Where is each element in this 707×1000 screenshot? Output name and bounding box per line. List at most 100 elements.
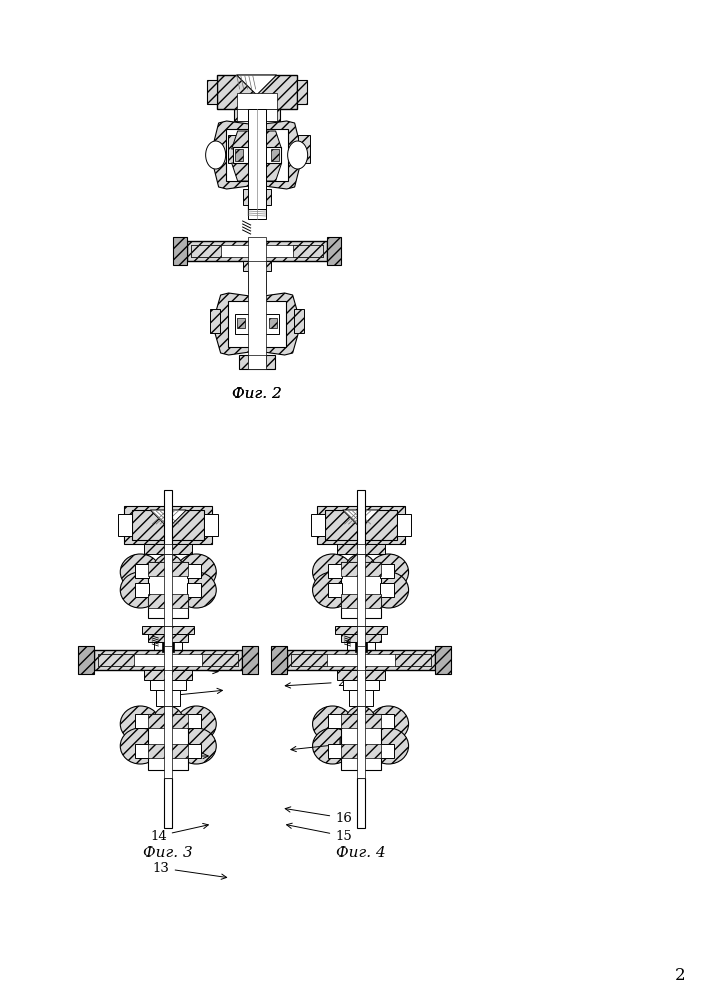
Bar (142, 626, 194, 634)
Bar (293, 309, 303, 333)
Bar (237, 93, 276, 109)
Bar (237, 109, 276, 121)
Bar (356, 490, 365, 548)
Bar (187, 714, 201, 728)
Bar (243, 646, 258, 674)
Ellipse shape (368, 554, 409, 590)
Bar (327, 237, 341, 265)
Text: Фиг. 4: Фиг. 4 (336, 846, 385, 860)
Bar (206, 80, 216, 104)
Bar (239, 355, 274, 369)
Bar (380, 714, 394, 728)
Ellipse shape (152, 554, 185, 590)
Bar (327, 583, 341, 597)
Bar (247, 237, 266, 265)
Bar (226, 129, 288, 181)
Text: 15: 15 (286, 823, 352, 842)
Bar (228, 135, 240, 163)
Bar (380, 583, 394, 597)
Text: 20: 20 (156, 660, 218, 674)
Bar (356, 706, 365, 778)
Bar (310, 514, 325, 536)
Text: Фиг. 3: Фиг. 3 (144, 846, 193, 860)
Bar (395, 654, 431, 666)
Text: 14: 14 (150, 823, 209, 842)
Bar (356, 544, 365, 554)
Bar (341, 562, 380, 618)
Bar (341, 714, 380, 728)
Bar (98, 654, 238, 666)
Ellipse shape (344, 572, 377, 608)
Bar (243, 189, 271, 205)
Bar (297, 80, 307, 104)
Bar (356, 554, 365, 626)
Bar (346, 642, 375, 650)
Ellipse shape (120, 572, 160, 608)
Bar (233, 109, 280, 121)
Ellipse shape (312, 554, 353, 590)
Bar (325, 510, 397, 540)
Bar (151, 680, 186, 690)
Ellipse shape (368, 706, 409, 742)
Bar (247, 261, 266, 363)
Bar (341, 634, 380, 642)
Ellipse shape (288, 141, 308, 169)
Bar (235, 314, 279, 334)
Text: 13: 13 (153, 861, 227, 879)
Bar (135, 583, 149, 597)
Bar (187, 241, 327, 261)
Bar (269, 318, 276, 328)
Bar (148, 714, 188, 770)
Text: 17: 17 (148, 750, 209, 762)
Bar (233, 147, 281, 163)
Bar (164, 544, 173, 554)
Bar (187, 744, 201, 758)
Text: 18: 18 (291, 738, 352, 752)
Bar (191, 245, 322, 257)
Bar (247, 355, 266, 369)
Text: 19: 19 (158, 688, 223, 702)
Ellipse shape (120, 554, 160, 590)
Bar (148, 562, 188, 618)
Bar (216, 75, 297, 109)
Bar (243, 261, 271, 271)
Bar (163, 642, 174, 652)
Bar (291, 654, 327, 666)
Bar (397, 514, 411, 536)
Bar (327, 744, 341, 758)
Ellipse shape (312, 706, 353, 742)
Text: 2: 2 (674, 966, 685, 984)
Bar (187, 583, 201, 597)
Bar (164, 626, 173, 650)
Bar (187, 564, 201, 578)
Ellipse shape (120, 728, 160, 764)
Bar (202, 654, 238, 666)
Ellipse shape (176, 728, 216, 764)
Bar (247, 205, 266, 219)
Bar (341, 744, 380, 758)
Bar (380, 744, 394, 758)
Bar (327, 714, 341, 728)
Bar (148, 562, 188, 576)
Bar (337, 670, 385, 680)
Text: Фиг. 2: Фиг. 2 (232, 387, 281, 401)
Ellipse shape (344, 728, 377, 764)
Bar (355, 642, 366, 652)
Bar (293, 245, 322, 257)
Bar (191, 245, 221, 257)
Ellipse shape (152, 706, 185, 742)
Ellipse shape (152, 728, 185, 764)
Ellipse shape (368, 572, 409, 608)
Ellipse shape (344, 554, 377, 590)
Bar (78, 646, 94, 674)
Bar (164, 490, 173, 548)
Bar (164, 706, 173, 778)
Polygon shape (237, 75, 276, 95)
Bar (148, 634, 188, 642)
Bar (356, 670, 365, 706)
Bar (291, 654, 431, 666)
Bar (154, 642, 182, 650)
Bar (380, 564, 394, 578)
Text: 21: 21 (285, 676, 354, 688)
Bar (341, 714, 380, 770)
